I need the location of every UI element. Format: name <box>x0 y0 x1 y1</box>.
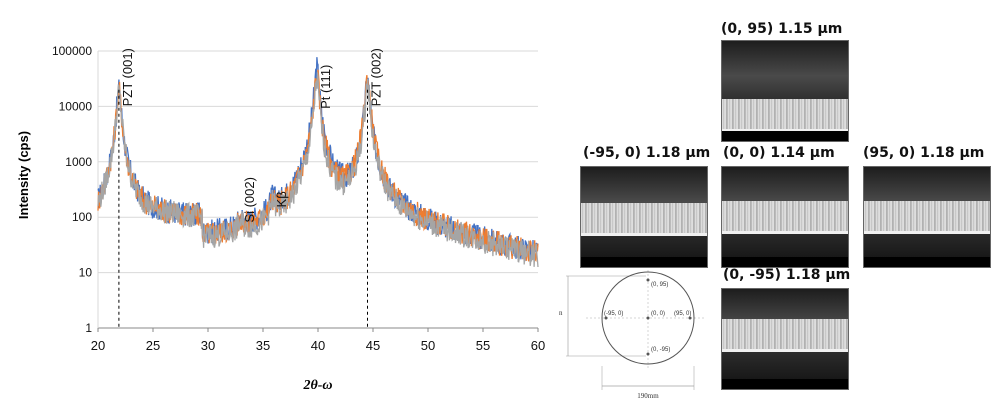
y-tick-label: 100 <box>72 210 92 224</box>
sem-image-top <box>721 40 849 142</box>
wafer-point-right: (95, 0) <box>674 311 691 317</box>
wafer-side-label: n <box>559 309 563 317</box>
y-tick-labels: 1 10 100 1000 10000 100000 <box>52 44 92 335</box>
wafer-dimension: 190mm <box>637 392 659 400</box>
x-tick-label: 50 <box>421 338 435 353</box>
series-line <box>97 72 539 268</box>
sem-label-left: (-95, 0) 1.18 μm <box>583 145 711 161</box>
sem-label-right: (95, 0) 1.18 μm <box>863 145 985 161</box>
sem-label-bottom: (0, -95) 1.18 μm <box>723 267 851 283</box>
peak-annotation: Pt (111) <box>318 65 333 109</box>
sem-image-left <box>580 166 708 268</box>
x-tick-label: 35 <box>256 338 270 353</box>
peak-annotation: Kβ <box>274 191 289 207</box>
wafer-point-top: (0, 95) <box>651 282 668 288</box>
x-axis-label: 2θ-ω <box>302 378 332 393</box>
y-tick-label: 1 <box>85 321 92 335</box>
sem-image-bottom <box>721 288 849 390</box>
sem-label-top: (0, 95) 1.15 μm <box>721 21 843 37</box>
peak-annotation: Si (002) <box>242 177 257 223</box>
y-tick-label: 1000 <box>65 155 92 169</box>
peak-annotation: PZT (002) <box>369 48 384 106</box>
wafer-point-center: (0, 0) <box>651 311 665 317</box>
x-tick-label: 30 <box>201 338 215 353</box>
x-tick-label: 20 <box>91 338 105 353</box>
series-group <box>97 57 539 268</box>
x-tick-label: 25 <box>146 338 160 353</box>
xrd-chart: 1 10 100 1000 10000 100000 20 25 30 35 40 45 50 55 60… <box>16 44 545 393</box>
sem-image-center <box>721 166 849 268</box>
y-tick-label: 10000 <box>59 99 93 113</box>
y-tick-label: 10 <box>79 266 93 280</box>
x-tick-label: 40 <box>311 338 325 353</box>
x-tick-label: 45 <box>366 338 380 353</box>
x-tick-labels: 20 25 30 35 40 45 50 55 60 <box>91 338 545 353</box>
annotations: PZT (001) Si (002) Kβ Pt (111) PZT (002) <box>118 48 384 328</box>
wafer-point-bottom: (0, -95) <box>651 347 670 353</box>
wafer-point-left: (-95, 0) <box>604 311 623 317</box>
wafer-diagram: n (0, 95) (-95, 0) (0, 0) (95, 0) (0, -9… <box>556 268 716 406</box>
x-tick-label: 60 <box>531 338 545 353</box>
y-axis-label: Intensity (cps) <box>16 131 31 219</box>
x-tick-label: 55 <box>476 338 490 353</box>
sem-image-right <box>863 166 991 268</box>
sem-label-center: (0, 0) 1.14 μm <box>723 145 835 161</box>
y-tick-label: 100000 <box>52 44 92 58</box>
peak-annotation: PZT (001) <box>120 48 135 106</box>
